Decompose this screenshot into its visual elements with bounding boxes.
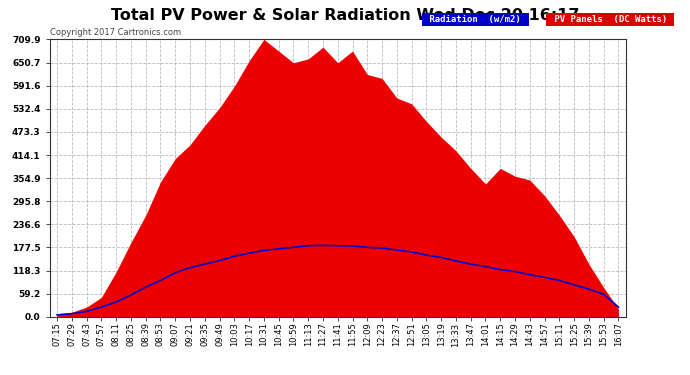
Text: Copyright 2017 Cartronics.com: Copyright 2017 Cartronics.com	[50, 28, 181, 37]
Text: Radiation  (w/m2): Radiation (w/m2)	[424, 15, 526, 24]
Text: PV Panels  (DC Watts): PV Panels (DC Watts)	[549, 15, 672, 24]
Text: Total PV Power & Solar Radiation Wed Dec 20 16:17: Total PV Power & Solar Radiation Wed Dec…	[111, 8, 579, 23]
